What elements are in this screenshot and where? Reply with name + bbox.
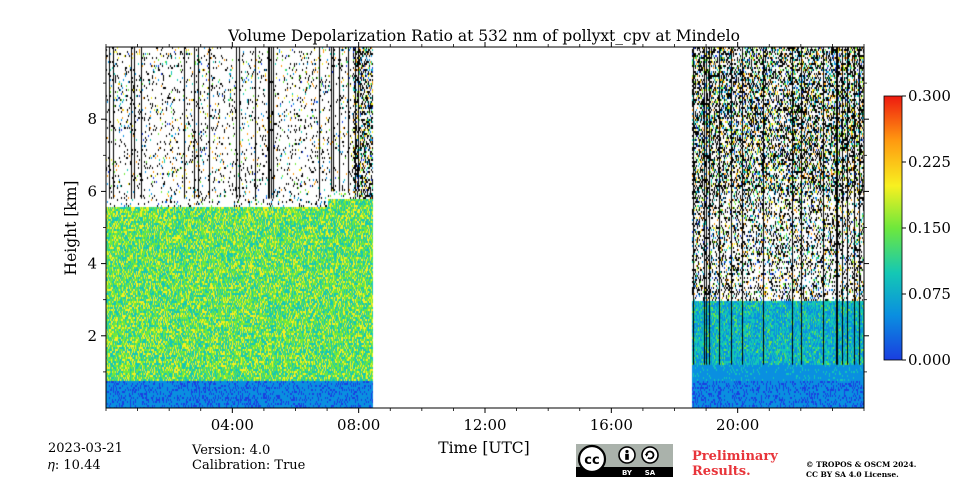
y-axis-label: Height [km] (62, 181, 80, 276)
colorbar (883, 95, 903, 361)
colorbar-tick-label: 0.150 (908, 219, 951, 237)
heatmap-layer (106, 47, 864, 408)
heatmap-image (106, 47, 864, 408)
x-axis-label: Time [UTC] (438, 439, 529, 457)
cc-sa-label: SA (645, 469, 656, 477)
y-tick-label: 8 (87, 110, 97, 128)
x-tick-label: 12:00 (463, 416, 506, 434)
colorbar-tick-label: 0.000 (908, 351, 951, 369)
y-tick-label: 4 (87, 255, 97, 273)
copyright-line-2: CC BY SA 4.0 License. (806, 470, 899, 479)
share-alike-icon (641, 446, 659, 464)
footer-eta: 𝜂: 10.44 (48, 458, 101, 473)
x-axis: 04:00 08:00 12:00 16:00 20:00 (105, 42, 865, 434)
x-tick-label: 04:00 (211, 416, 254, 434)
preliminary-line-2: Results. (692, 464, 751, 479)
y-axis: 2 4 6 8 (87, 82, 869, 373)
colorbar-tick-label: 0.225 (908, 153, 951, 171)
preliminary-line-1: Preliminary (692, 449, 778, 464)
cc-by-label: BY (622, 469, 633, 477)
colorbar-ticks: 0.000 0.075 0.150 0.225 0.300 (902, 87, 951, 369)
colorbar-tick-label: 0.075 (908, 285, 951, 303)
cc-badge-text: cc (584, 453, 599, 468)
colorbar-tick-label: 0.300 (908, 87, 951, 105)
footer-version: Version: 4.0 (192, 443, 271, 458)
copyright-line-1: © TROPOS & OSCM 2024. (806, 460, 917, 469)
cc-by-sa-license-logo: cc BY SA (576, 444, 673, 477)
x-tick-label: 16:00 (590, 416, 633, 434)
footer-date: 2023-03-21 (48, 441, 123, 456)
footer-calibration: Calibration: True (192, 458, 306, 473)
y-tick-label: 6 (87, 182, 97, 200)
x-tick-label: 08:00 (337, 416, 380, 434)
x-tick-label: 20:00 (716, 416, 759, 434)
preliminary-notice: Preliminary Results. (692, 449, 778, 479)
y-tick-label: 2 (87, 327, 97, 345)
chart-title: Volume Depolarization Ratio at 532 nm of… (227, 27, 740, 45)
